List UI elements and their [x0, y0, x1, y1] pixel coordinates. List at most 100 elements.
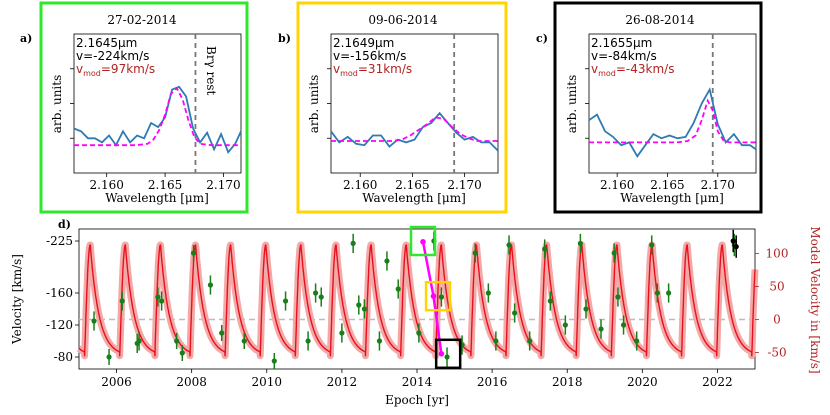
- panel-d-data-point: [562, 322, 568, 328]
- panel-d-data-point: [527, 338, 533, 344]
- panel-d-ytick-label: -80: [54, 350, 73, 364]
- panel-b-observed-line: [330, 111, 499, 152]
- panel-d-xtick-label: 2014: [402, 375, 433, 389]
- panel-c-xtick-label: 2.170: [701, 178, 735, 192]
- panel-d-latest-point: [730, 238, 736, 244]
- panel-d-data-point: [219, 330, 225, 336]
- panel-c-velocity-annotation: v=-84km/s: [591, 49, 657, 63]
- panel-d-ytick-label: -160: [46, 286, 73, 300]
- panel-d-data-point: [207, 282, 214, 288]
- panel-d-data-point: [318, 294, 324, 300]
- panel-d-ytick-right-label: -50: [767, 345, 786, 359]
- panel-a-ylabel: arb. units: [50, 75, 64, 133]
- panel-b: b) 09-06-2014 2.160 2.165 2.170 2.1649μm v…: [278, 1, 508, 214]
- panel-d-xtick-label: 2008: [176, 375, 207, 389]
- panel-d-xlabel: Epoch [yr]: [385, 393, 449, 407]
- panel-d-xtick-label: 2006: [101, 375, 132, 389]
- panel-d-highlight-point: [420, 239, 426, 245]
- panel-b-xtick-label: 2.170: [447, 178, 481, 192]
- panel-c-label: c): [536, 32, 548, 45]
- panel-d-ylabel: Velocity [km/s]: [10, 254, 24, 345]
- panel-a-wavelength-annotation: 2.1645μm: [76, 36, 137, 50]
- panel-b-frame: [296, 1, 508, 214]
- panel-a-label: a): [20, 32, 32, 45]
- panel-d-data-point: [159, 298, 165, 304]
- panel-d-data-point: [190, 250, 197, 256]
- panel-b-model-velocity-annotation: vmod=31km/s: [333, 62, 412, 78]
- panel-a-frame: [39, 1, 249, 214]
- panel-d-data-point: [91, 318, 97, 324]
- panel-a-xtick-label: 2.165: [148, 178, 182, 192]
- panel-d-data-point: [611, 250, 617, 256]
- panel-c-wavelength-annotation: 2.1655μm: [591, 36, 652, 50]
- panel-c-observed-line: [588, 87, 757, 158]
- panel-d-data-point: [444, 354, 450, 360]
- panel-d-xtick-label: 2012: [327, 375, 358, 389]
- panel-b-label: b): [278, 32, 291, 45]
- panel-d-highlight-box: [434, 338, 462, 370]
- panel-d-ytick-right-label: 50: [769, 279, 784, 293]
- panel-d-xtick-label: 2022: [702, 375, 733, 389]
- panel-a-observed-line: [73, 85, 242, 154]
- panel-d-data-point: [547, 298, 553, 304]
- panel-b-model-line: [331, 116, 498, 142]
- panel-d-xtick-label: 2016: [477, 375, 508, 389]
- panel-c-xlabel: Wavelength [μm]: [620, 191, 724, 205]
- panel-b-xtick-label: 2.165: [395, 178, 429, 192]
- panel-d-data-point: [472, 250, 478, 256]
- panel-d-data-point: [493, 338, 499, 344]
- panel-d-xtick-label: 2018: [552, 375, 583, 389]
- panel-a-model-line: [74, 86, 241, 147]
- panel-d-data-point: [155, 294, 161, 300]
- panel-d-data-point: [615, 294, 621, 300]
- panel-d-data-point: [506, 242, 512, 248]
- panel-d-data-point: [654, 290, 660, 296]
- panel-d-ytick-label: -120: [46, 318, 73, 332]
- panel-d-data-point: [620, 322, 627, 328]
- panel-d-data-point: [339, 330, 345, 336]
- panel-d-data-point: [174, 338, 180, 344]
- panel-d-model-line: [78, 244, 756, 357]
- panel-c: c) 26-08-2014 2.160 2.165 2.170 2.1655μm v…: [536, 1, 763, 214]
- panel-d-data-point: [271, 358, 277, 364]
- panel-c-plot: 2.160 2.165 2.170: [585, 34, 757, 192]
- panel-d-xtick-label: 2010: [252, 375, 283, 389]
- panel-d-label: d): [58, 218, 71, 231]
- panel-d-data-point: [583, 306, 589, 312]
- panel-b-plot: 2.160 2.165 2.170: [327, 34, 499, 192]
- panel-d-data-point: [577, 240, 583, 246]
- panel-d-data-point: [106, 354, 112, 360]
- panel-d-ytick-label: -225: [46, 234, 73, 248]
- panel-d-data-point: [313, 290, 319, 296]
- panel-c-model-line: [589, 98, 756, 144]
- panel-d-data-point: [241, 338, 247, 344]
- panel-d-highlight-box: [424, 280, 452, 312]
- panel-d-data-point: [512, 310, 518, 316]
- panel-a-xtick-label: 2.170: [206, 178, 240, 192]
- panel-b-title: 09-06-2014: [368, 13, 438, 27]
- panel-a-xtick-label: 2.160: [90, 178, 124, 192]
- panel-d: d) 2006 2008 2010 2012 2014 2016 2018 2020 2022 -…: [10, 218, 822, 407]
- panel-b-wavelength-annotation: 2.1649μm: [333, 36, 394, 50]
- panel-d-highlight-point: [430, 293, 437, 300]
- panel-d-data-point: [376, 338, 383, 344]
- panel-d-highlight-box: [409, 225, 437, 257]
- panel-b-xlabel: Wavelength [μm]: [362, 191, 466, 205]
- panel-d-data-point: [598, 326, 604, 332]
- panel-c-ylabel: arb. units: [565, 75, 579, 133]
- panel-d-highlight-point: [438, 351, 445, 357]
- panel-a: a) 27-02-2014 2.160 2.165 2.170 2.1645μm v…: [20, 1, 249, 214]
- panel-d-data-point: [305, 338, 311, 344]
- panel-d-data-point: [485, 290, 491, 296]
- panel-d-data-point: [649, 242, 655, 248]
- panel-c-frame: [553, 1, 763, 214]
- panel-b-velocity-annotation: v=-156km/s: [333, 49, 406, 63]
- panel-a-plot: 2.160 2.165 2.170: [70, 34, 242, 192]
- panel-d-data-point: [438, 294, 445, 300]
- panel-d-ytick-right-label: 100: [766, 246, 789, 260]
- panel-d-data-point: [136, 338, 142, 344]
- panel-d-latest-point: [733, 244, 739, 250]
- panel-a-model-velocity-annotation: vmod=97km/s: [76, 62, 155, 78]
